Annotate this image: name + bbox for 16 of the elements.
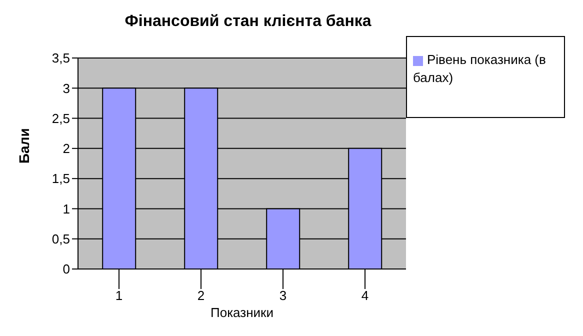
y-tick-label: 2 <box>62 141 70 156</box>
y-tick-label: 0 <box>62 262 70 277</box>
x-tick-label: 4 <box>361 288 369 304</box>
y-tick-label: 1 <box>62 201 70 216</box>
y-tick-label: 0,5 <box>52 231 70 246</box>
x-tick-label: 3 <box>279 288 287 304</box>
legend-label: Рівень показника (в балах) <box>413 52 546 85</box>
y-tick-label: 3 <box>62 80 70 96</box>
x-tick-label: 1 <box>115 288 123 304</box>
y-tick-label: 1,5 <box>52 171 70 186</box>
y-tick-label: 2,5 <box>52 110 70 126</box>
y-tick-label: 3,5 <box>52 50 70 66</box>
x-axis-title: Показники <box>210 305 274 320</box>
x-tick-label: 2 <box>197 288 205 304</box>
y-axis-title: Бали <box>16 128 32 164</box>
chart-title: Фінансовий стан клієнта банка <box>124 12 372 32</box>
